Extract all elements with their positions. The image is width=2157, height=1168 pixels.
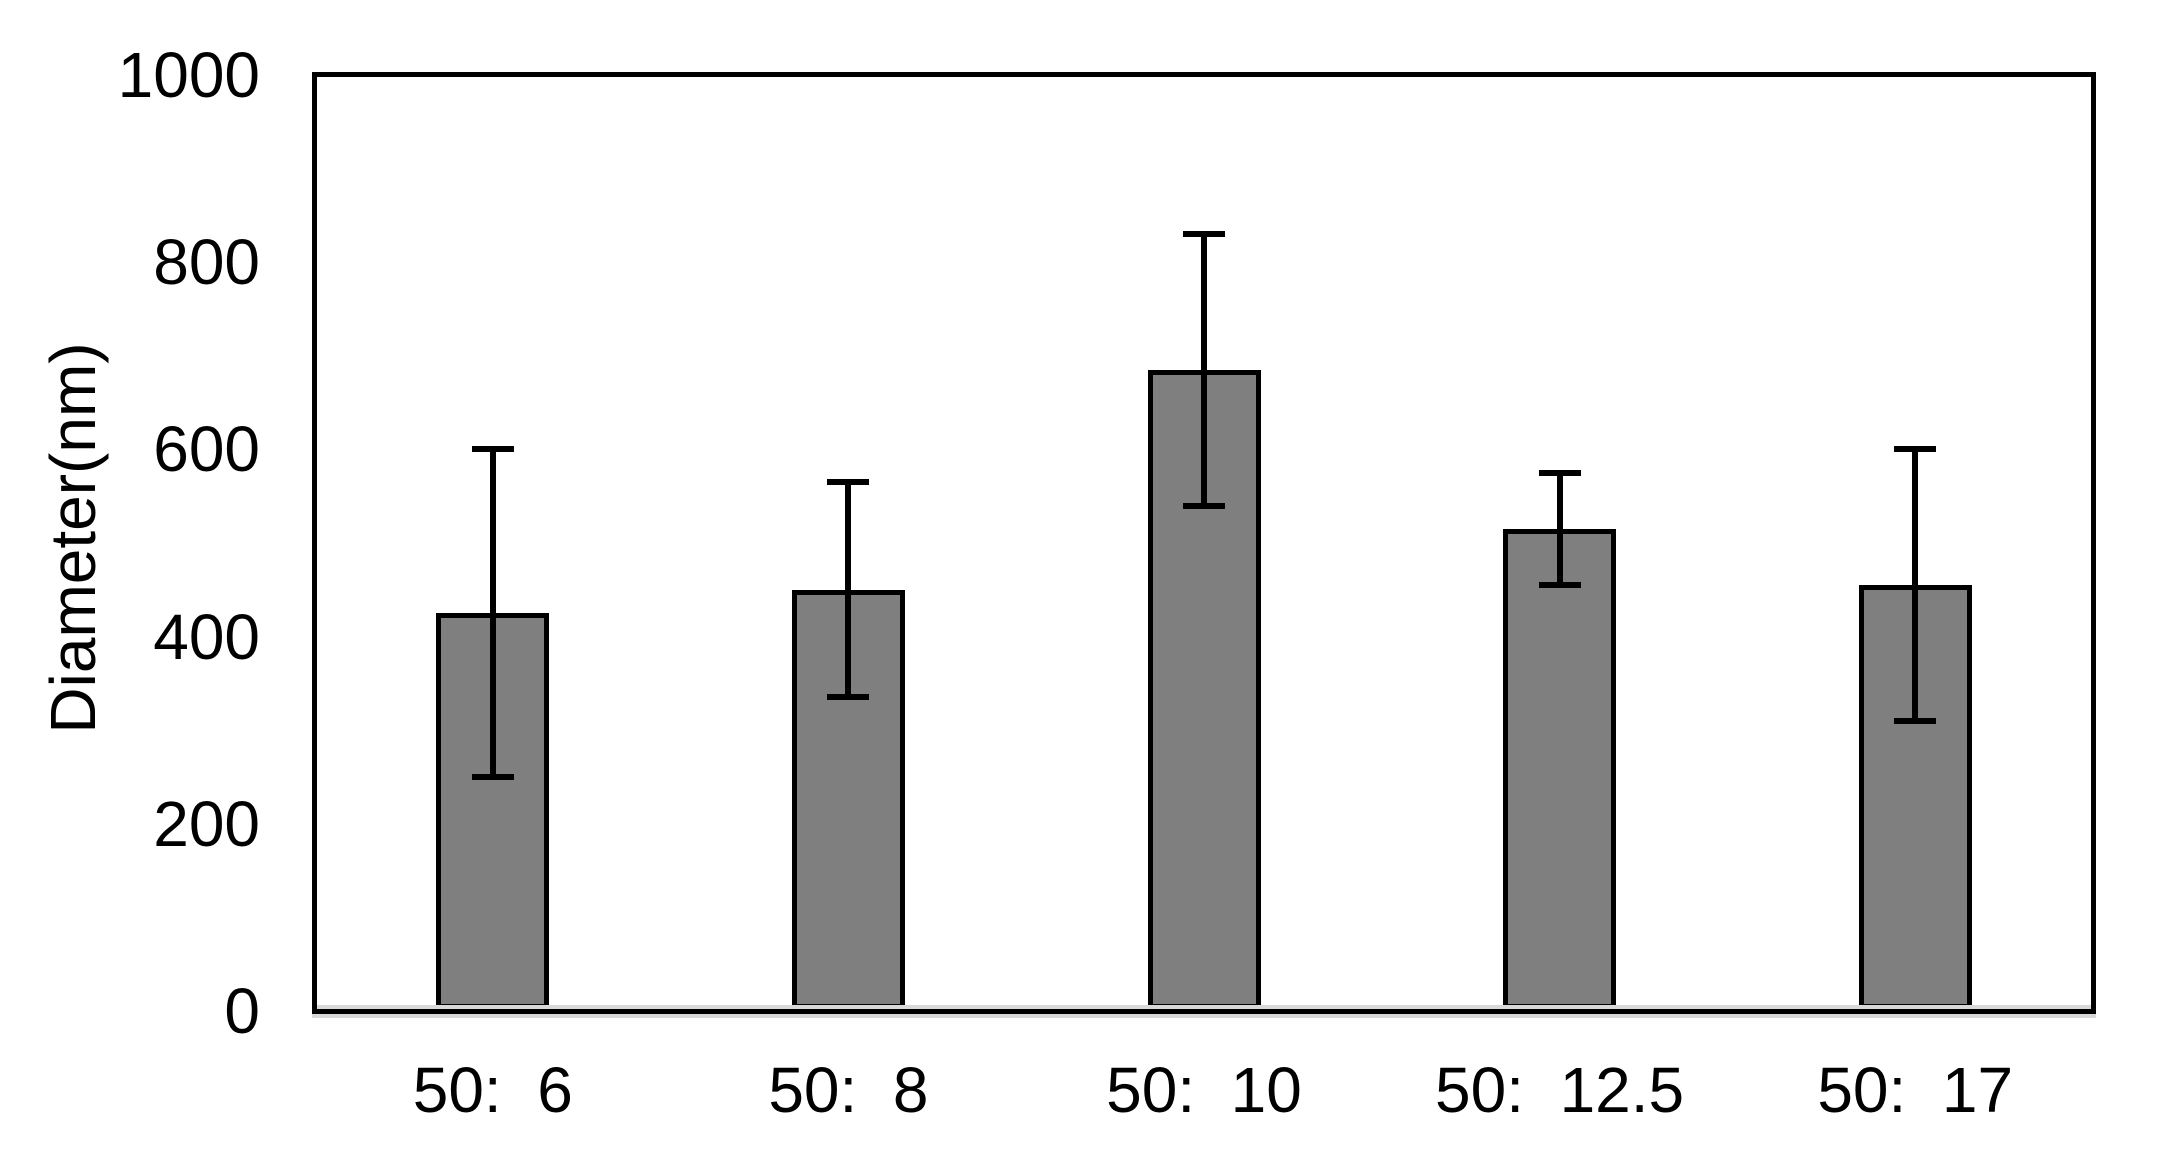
y-tick-label: 200	[153, 787, 260, 860]
error-bar-cap-top	[827, 479, 870, 486]
x-category-label: 50: 10	[1106, 1054, 1302, 1126]
x-category-label: 50: 17	[1817, 1054, 2014, 1126]
y-tick-label: 0	[224, 975, 260, 1047]
error-bar-line	[1201, 234, 1207, 506]
error-bar-cap-bottom	[1183, 502, 1225, 509]
error-bar-line	[1912, 449, 1919, 721]
x-axis-highlight-bottom	[312, 1014, 2096, 1018]
error-bar-cap-top	[1183, 231, 1225, 238]
bar	[1503, 528, 1617, 1009]
error-bar-cap-top	[1894, 446, 1937, 453]
error-bar-line	[489, 449, 496, 777]
y-axis-title: Diameter(nm)	[37, 342, 109, 734]
error-bar-line	[1556, 472, 1563, 586]
y-tick-label: 400	[153, 600, 260, 673]
y-tick-label: 1000	[117, 39, 260, 111]
x-category-label: 50: 6	[412, 1054, 573, 1126]
error-bar-cap-bottom	[827, 694, 870, 701]
error-bar-cap-bottom	[1538, 582, 1581, 589]
error-bar-cap-top	[1538, 469, 1581, 476]
y-tick-label: 600	[153, 413, 260, 486]
error-bar-cap-bottom	[1894, 717, 1937, 724]
x-category-label: 50: 12.5	[1435, 1054, 1685, 1126]
error-bar-line	[845, 482, 852, 698]
error-bar-cap-bottom	[471, 774, 514, 780]
x-axis-highlight-top	[312, 1005, 2096, 1009]
error-bar-cap-top	[471, 446, 514, 453]
x-category-label: 50: 8	[768, 1054, 929, 1126]
y-tick-label: 800	[153, 226, 260, 299]
